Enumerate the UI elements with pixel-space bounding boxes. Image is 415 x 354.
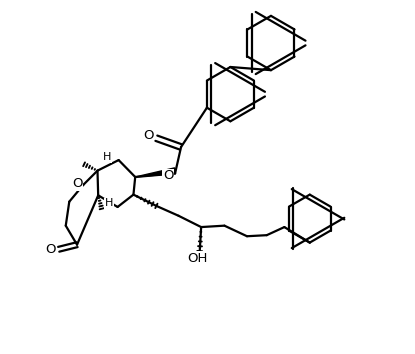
Polygon shape	[135, 168, 176, 177]
Text: O: O	[72, 177, 82, 190]
Text: H: H	[103, 152, 111, 162]
Text: O: O	[143, 129, 154, 142]
Text: O: O	[45, 243, 56, 256]
Text: OH: OH	[188, 252, 208, 264]
Text: O: O	[163, 170, 173, 182]
Text: H: H	[105, 199, 113, 209]
